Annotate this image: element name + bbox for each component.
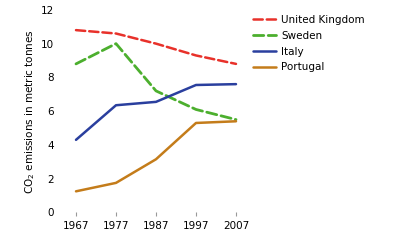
Legend: United Kingdom, Sweden, Italy, Portugal: United Kingdom, Sweden, Italy, Portugal: [253, 15, 365, 72]
Portugal: [154, 158, 158, 161]
Line: United Kingdom: United Kingdom: [76, 30, 236, 64]
Italy: [74, 138, 78, 141]
Portugal: [114, 181, 118, 184]
Italy: [114, 104, 118, 107]
United Kingdom: [114, 32, 118, 35]
Sweden: [234, 118, 238, 121]
Italy: [154, 100, 158, 103]
United Kingdom: [194, 54, 198, 57]
Line: Italy: Italy: [76, 84, 236, 140]
Portugal: [74, 190, 78, 193]
Sweden: [74, 62, 78, 65]
Sweden: [194, 108, 198, 111]
Portugal: [194, 122, 198, 124]
Italy: [234, 83, 238, 86]
United Kingdom: [154, 42, 158, 45]
Line: Portugal: Portugal: [76, 121, 236, 191]
Y-axis label: CO$_2$ emissions in metric tonnes: CO$_2$ emissions in metric tonnes: [23, 29, 37, 194]
Line: Sweden: Sweden: [76, 44, 236, 120]
United Kingdom: [74, 29, 78, 32]
Sweden: [114, 42, 118, 45]
Italy: [194, 83, 198, 86]
Portugal: [234, 120, 238, 123]
United Kingdom: [234, 62, 238, 65]
Sweden: [154, 89, 158, 92]
